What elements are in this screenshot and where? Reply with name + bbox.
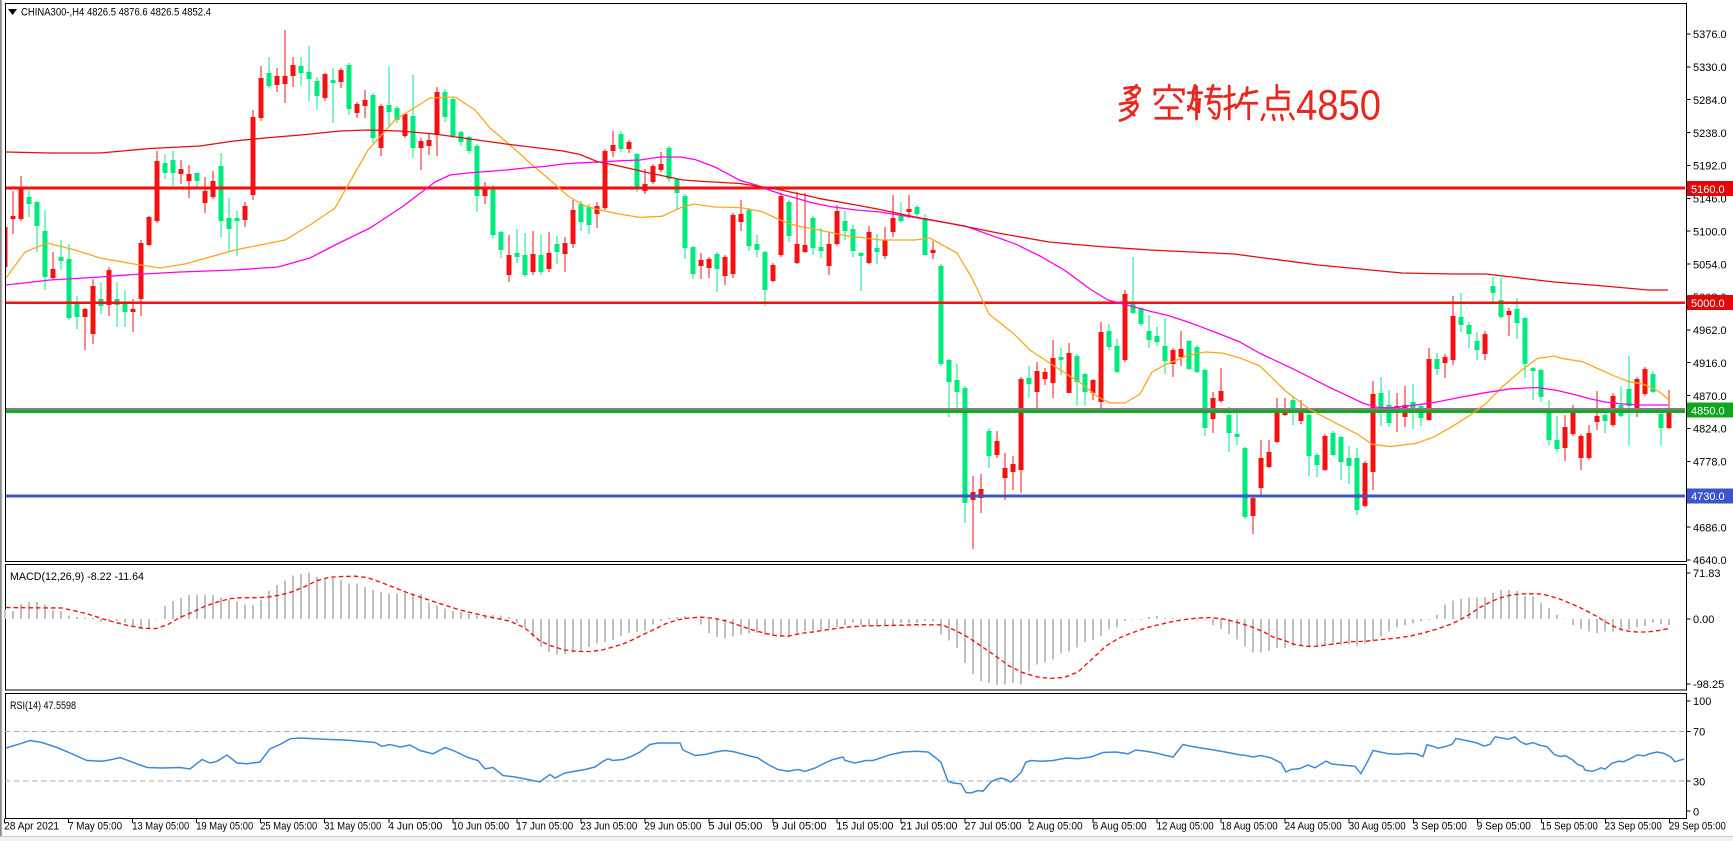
svg-text:4778.0: 4778.0 xyxy=(1693,457,1727,469)
svg-text:70: 70 xyxy=(1693,727,1705,739)
svg-text:0.00: 0.00 xyxy=(1693,614,1714,626)
svg-text:27 Jul 05:00: 27 Jul 05:00 xyxy=(965,821,1022,833)
svg-text:9 Sep 05:00: 9 Sep 05:00 xyxy=(1477,821,1531,833)
svg-text:4850: 4850 xyxy=(1296,82,1381,130)
svg-text:7 May 05:00: 7 May 05:00 xyxy=(68,821,122,833)
svg-text:12 Aug 05:00: 12 Aug 05:00 xyxy=(1157,821,1214,833)
svg-text:5330.0: 5330.0 xyxy=(1693,62,1727,74)
svg-text:6 Aug 05:00: 6 Aug 05:00 xyxy=(1093,821,1147,833)
svg-text:CHINA300-,H4 4826.5 4876.6 48: CHINA300-,H4 4826.5 4876.6 4826.5 4852.4 xyxy=(21,7,211,19)
svg-text:4730.0: 4730.0 xyxy=(1691,491,1725,503)
svg-text:31 May 05:00: 31 May 05:00 xyxy=(324,821,381,833)
svg-text:4640.0: 4640.0 xyxy=(1693,555,1727,567)
svg-text:4 Jun 05:00: 4 Jun 05:00 xyxy=(388,821,442,833)
svg-text:5146.0: 5146.0 xyxy=(1693,194,1727,206)
svg-text:5376.0: 5376.0 xyxy=(1693,29,1727,41)
svg-text:10 Jun 05:00: 10 Jun 05:00 xyxy=(452,821,509,833)
svg-text:MACD(12,26,9) -8.22 -11.64: MACD(12,26,9) -8.22 -11.64 xyxy=(10,571,144,583)
svg-text:25 May 05:00: 25 May 05:00 xyxy=(260,821,317,833)
svg-text:15 Sep 05:00: 15 Sep 05:00 xyxy=(1541,821,1598,833)
svg-text:2 Aug 05:00: 2 Aug 05:00 xyxy=(1029,821,1083,833)
svg-text:100: 100 xyxy=(1693,696,1711,708)
svg-text:13 May 05:00: 13 May 05:00 xyxy=(132,821,189,833)
svg-text:4916.0: 4916.0 xyxy=(1693,358,1727,370)
svg-text:23 Jun 05:00: 23 Jun 05:00 xyxy=(580,821,637,833)
svg-text:-98.25: -98.25 xyxy=(1693,679,1724,691)
svg-text:5054.0: 5054.0 xyxy=(1693,259,1727,271)
svg-text:5238.0: 5238.0 xyxy=(1693,128,1727,140)
svg-text:19 May 05:00: 19 May 05:00 xyxy=(196,821,253,833)
svg-text:9 Jul 05:00: 9 Jul 05:00 xyxy=(773,821,827,833)
svg-text:29 Jun 05:00: 29 Jun 05:00 xyxy=(644,821,701,833)
svg-text:5 Jul 05:00: 5 Jul 05:00 xyxy=(708,821,762,833)
svg-text:4850.0: 4850.0 xyxy=(1691,406,1725,418)
svg-text:5000.0: 5000.0 xyxy=(1691,298,1725,310)
svg-text:24 Aug 05:00: 24 Aug 05:00 xyxy=(1285,821,1342,833)
svg-text:71.83: 71.83 xyxy=(1693,568,1721,580)
svg-text:29 Sep 05:00: 29 Sep 05:00 xyxy=(1669,821,1726,833)
svg-text:30 Aug 05:00: 30 Aug 05:00 xyxy=(1349,821,1406,833)
svg-text:5192.0: 5192.0 xyxy=(1693,161,1727,173)
svg-text:21 Jul 05:00: 21 Jul 05:00 xyxy=(901,821,958,833)
svg-text:15 Jul 05:00: 15 Jul 05:00 xyxy=(837,821,894,833)
svg-text:30: 30 xyxy=(1693,776,1705,788)
svg-text:28 Apr 2021: 28 Apr 2021 xyxy=(4,821,59,833)
svg-text:0: 0 xyxy=(1693,806,1699,818)
svg-text:4686.0: 4686.0 xyxy=(1693,522,1727,534)
svg-text:18 Aug 05:00: 18 Aug 05:00 xyxy=(1221,821,1278,833)
svg-text:17 Jun 05:00: 17 Jun 05:00 xyxy=(516,821,573,833)
svg-text:5100.0: 5100.0 xyxy=(1693,226,1727,238)
svg-text:4870.0: 4870.0 xyxy=(1693,391,1727,403)
svg-text:3 Sep 05:00: 3 Sep 05:00 xyxy=(1413,821,1467,833)
svg-text:4962.0: 4962.0 xyxy=(1693,325,1727,337)
svg-text:23 Sep 05:00: 23 Sep 05:00 xyxy=(1605,821,1662,833)
svg-text:5284.0: 5284.0 xyxy=(1693,95,1727,107)
svg-text:RSI(14) 47.5598: RSI(14) 47.5598 xyxy=(10,700,76,712)
svg-text:5160.0: 5160.0 xyxy=(1691,184,1725,196)
svg-text:4824.0: 4824.0 xyxy=(1693,424,1727,436)
